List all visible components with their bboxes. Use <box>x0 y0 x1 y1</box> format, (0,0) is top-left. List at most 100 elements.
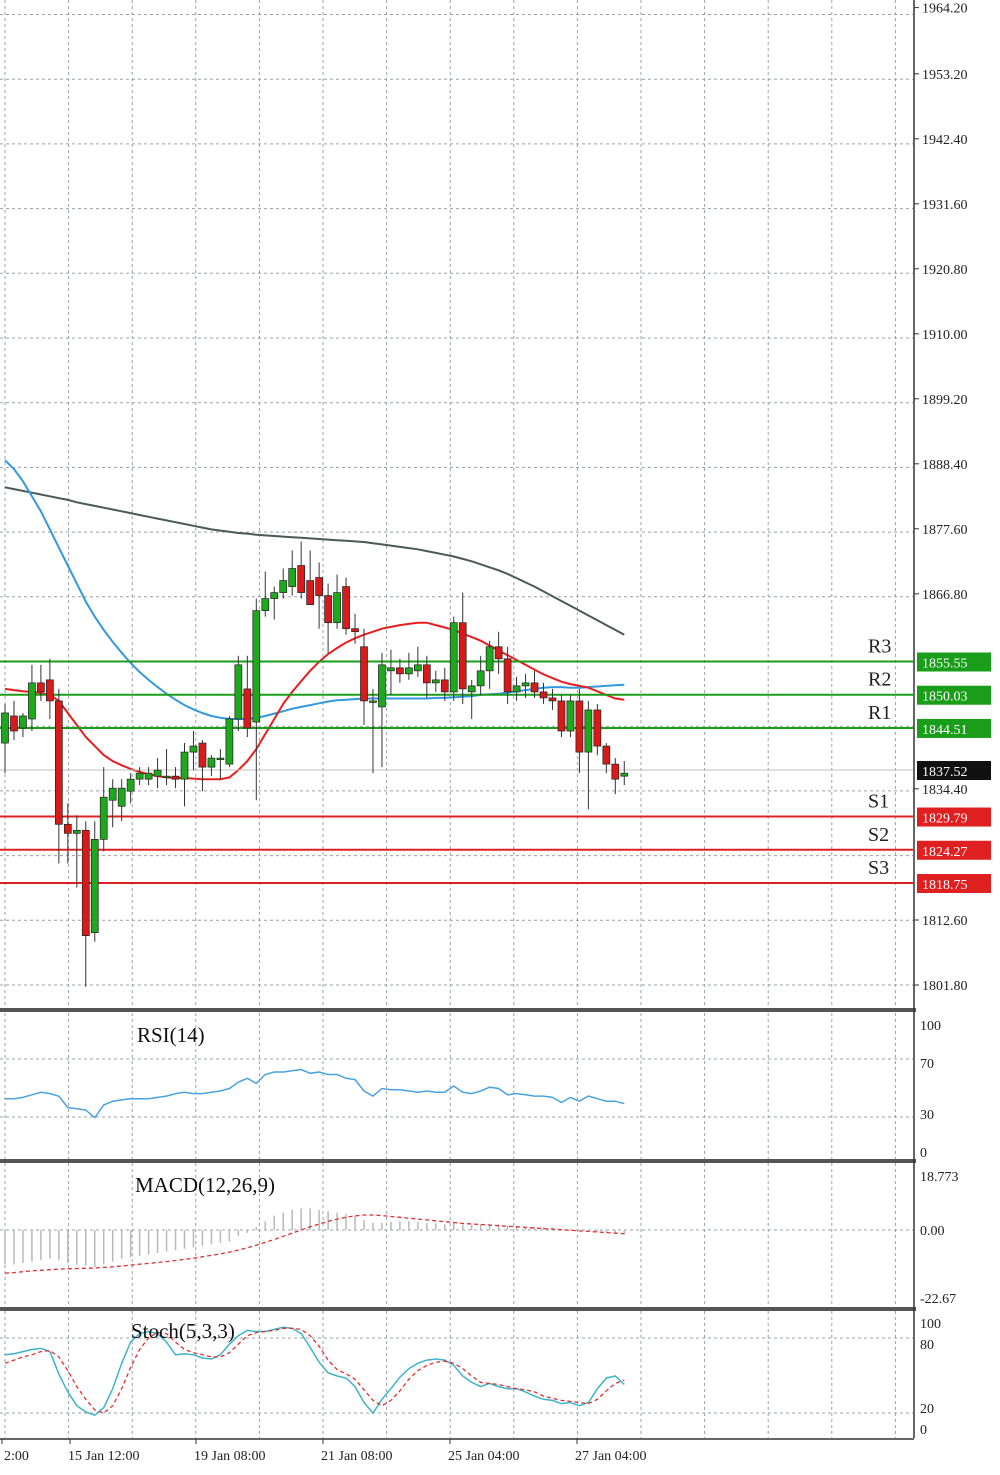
candle-body <box>117 787 126 807</box>
candle-body <box>198 742 207 768</box>
rsi-title: RSI(14) <box>137 1023 205 1047</box>
candle-body <box>153 769 162 777</box>
candle-body <box>1 712 9 744</box>
level-badge-s1 <box>917 807 991 827</box>
rsi-tick-label: 30 <box>920 1108 934 1123</box>
level-name-s2: S2 <box>868 824 889 846</box>
candle-body <box>135 772 144 780</box>
candle-body <box>216 757 225 760</box>
candle-body <box>324 595 332 624</box>
time-tick-label: 15 Jan 12:00 <box>68 1449 140 1464</box>
candle-body <box>10 715 18 732</box>
grid <box>0 0 913 1438</box>
candle-body <box>378 664 386 708</box>
ma-slow-line <box>4 486 625 636</box>
level-name-r3: R3 <box>868 636 891 658</box>
candle-body <box>162 775 171 779</box>
labels: RSI(14) MACD(12,26,9) Stoch(5,3,3) <box>131 1023 275 1343</box>
candle-body <box>189 745 198 753</box>
candle-body <box>602 745 611 765</box>
candle-body <box>279 580 288 593</box>
candle-body <box>297 565 306 593</box>
candle-body <box>351 628 359 633</box>
candle-body <box>566 700 575 732</box>
level-value-r2: 1850.03 <box>922 690 968 705</box>
rsi-tick-label: 70 <box>920 1057 934 1072</box>
candle-body <box>485 646 494 672</box>
candle-body <box>530 682 539 693</box>
macd-signal-line <box>4 1214 625 1274</box>
stoch-tick-label: 20 <box>920 1402 934 1417</box>
macd-tick-label: 0.00 <box>920 1224 945 1239</box>
candle-body <box>234 664 243 720</box>
candle-body <box>548 697 557 702</box>
candle-body <box>333 592 341 624</box>
candle-body <box>467 685 476 693</box>
level-badge-s2 <box>917 840 991 860</box>
level-value-r1: 1844.51 <box>922 723 968 738</box>
candle-body <box>252 610 261 723</box>
candle-body <box>342 586 350 630</box>
level-badge-s3 <box>917 873 991 893</box>
candle-body <box>315 577 323 596</box>
price-tick-label: 1953.20 <box>922 68 968 83</box>
candle-body <box>99 796 108 840</box>
level-badge-r2 <box>917 685 991 705</box>
indicators <box>4 1068 626 1417</box>
candle-body <box>108 787 117 801</box>
candle-body <box>396 667 404 675</box>
candle-body <box>270 592 279 599</box>
time-tick-label: 21 Jan 08:00 <box>321 1449 393 1464</box>
candle-body <box>28 682 36 720</box>
price-tick-label: 1942.40 <box>922 133 968 148</box>
stoch-tick-label: 100 <box>920 1317 941 1332</box>
candle-body <box>37 682 45 693</box>
candle-body <box>54 700 63 825</box>
candle-body <box>81 829 90 936</box>
candle-body <box>46 679 54 702</box>
candle-body <box>63 823 72 834</box>
macd-tick-label: -22.67 <box>920 1292 956 1307</box>
price-tick-label: 1931.60 <box>922 198 968 213</box>
stoch-title: Stoch(5,3,3) <box>131 1319 235 1343</box>
candle-body <box>494 646 503 660</box>
candle-body <box>422 664 431 684</box>
time-tick-label: 27 Jan 04:00 <box>575 1449 647 1464</box>
candle-body <box>611 763 620 780</box>
candle-body <box>557 700 566 732</box>
price-tick-label: 1920.80 <box>922 263 968 278</box>
stoch-d-line <box>4 1327 625 1414</box>
price-tick-label: 1877.60 <box>922 523 968 538</box>
candle-body <box>405 667 413 675</box>
candle-body <box>180 751 189 780</box>
level-name-s3: S3 <box>868 857 889 879</box>
axes: 1964.20 1953.20 1942.40 1931.60 1920.80 1910.… <box>0 0 968 1464</box>
price-tick-label: 1964.20 <box>922 2 968 17</box>
price-tick-label: 1812.60 <box>922 914 968 929</box>
candle-body <box>620 772 629 777</box>
rsi-tick-label: 100 <box>920 1019 941 1034</box>
candle-body <box>225 718 234 765</box>
time-tick-label: 2:00 <box>4 1449 29 1464</box>
candle-body <box>503 658 512 693</box>
candle-body <box>476 670 485 687</box>
price-tick-label: 1866.80 <box>922 588 968 603</box>
level-badge-r1 <box>917 718 991 738</box>
candle-body <box>431 679 440 684</box>
candle-body <box>387 667 395 672</box>
moving-averages <box>4 459 625 781</box>
panel-separator <box>0 1307 916 1311</box>
candle-body <box>440 679 449 693</box>
candle-body <box>72 829 81 834</box>
candle-body <box>449 622 458 693</box>
candle-body <box>539 691 548 699</box>
macd-tick-label: 18.773 <box>920 1170 959 1185</box>
level-name-r2: R2 <box>868 669 891 691</box>
candle-body <box>458 622 467 690</box>
candle-body <box>306 580 314 605</box>
panel-separator <box>0 1159 916 1163</box>
stoch-tick-label: 80 <box>920 1338 934 1353</box>
candle-body <box>243 688 252 729</box>
candle-body <box>90 839 99 933</box>
